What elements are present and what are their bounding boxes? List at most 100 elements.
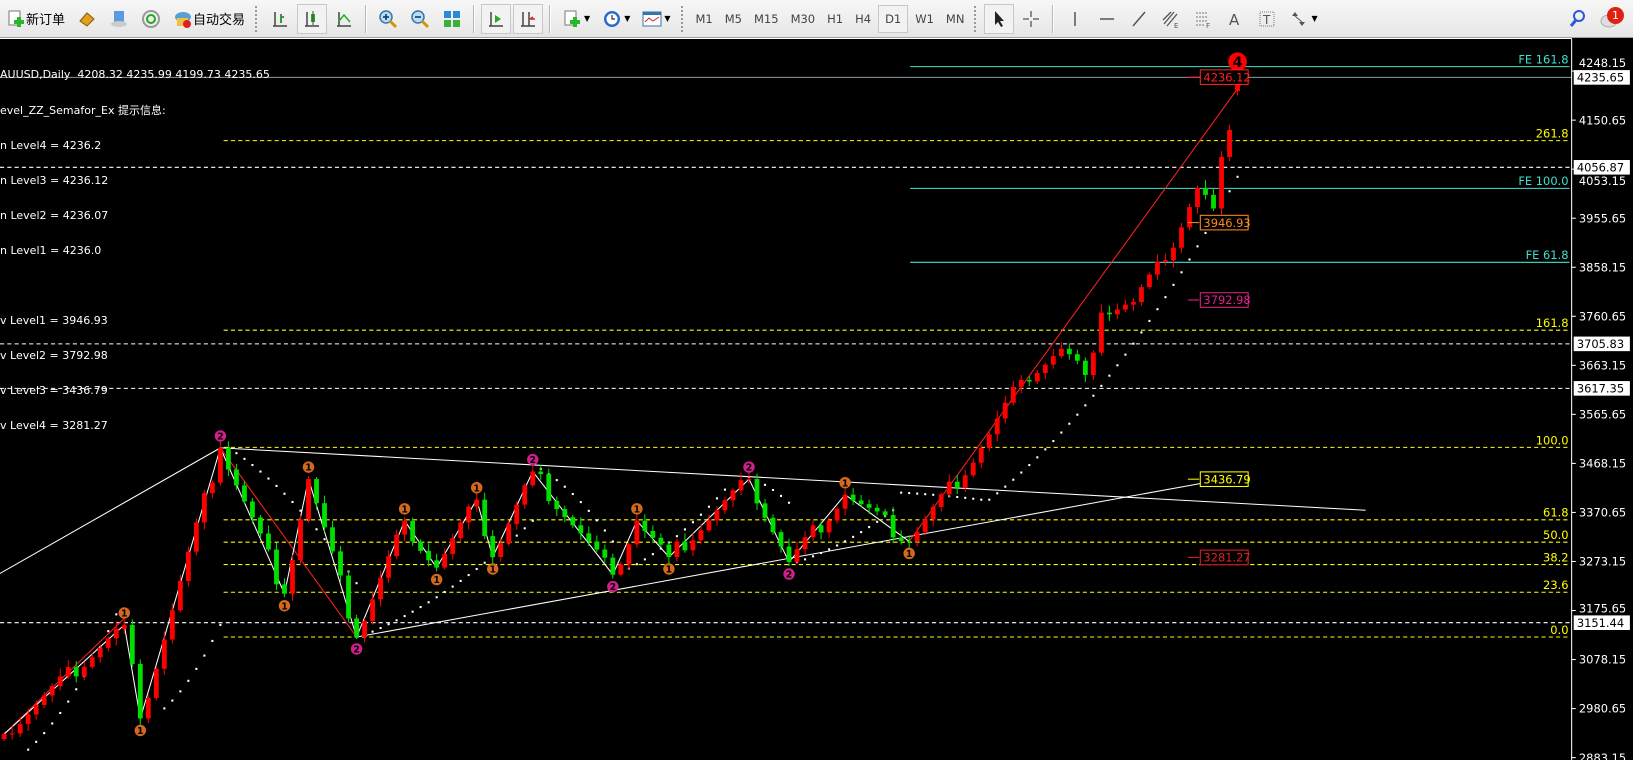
market-watch-button[interactable] — [72, 4, 102, 34]
line-chart-button[interactable] — [329, 4, 359, 34]
candle-body — [874, 507, 880, 512]
timeframe-mn[interactable]: MN — [945, 11, 965, 26]
cursor-button[interactable] — [984, 3, 1015, 34]
zoom-in-button[interactable] — [373, 4, 403, 34]
candle-body — [258, 517, 263, 534]
sar-dot — [1132, 342, 1135, 345]
price-axis[interactable]: 4248.15 4150.65 4053.15 3955.65 3858.15 3760.… — [1571, 38, 1630, 760]
sar-dot — [1004, 485, 1007, 488]
crosshair-button[interactable] — [1016, 4, 1046, 34]
sar-dot — [900, 491, 903, 494]
sar-dot — [523, 527, 526, 530]
zigzag-segment — [3, 624, 125, 735]
zoom-out-button[interactable] — [405, 4, 435, 34]
sar-dot — [187, 679, 190, 682]
auto-trading-label: 自动交易 — [193, 13, 246, 28]
candle-body — [169, 610, 175, 640]
timeframe-h1[interactable]: H1 — [827, 11, 844, 26]
notifications-button[interactable]: 1 — [1595, 4, 1625, 34]
zigzag-segment — [123, 624, 141, 719]
zoom-out-icon — [410, 9, 430, 29]
candle-body — [634, 520, 640, 545]
auto-trading-icon — [173, 9, 193, 29]
bar-chart-button[interactable] — [265, 4, 295, 34]
data-window-button[interactable] — [104, 4, 134, 34]
sar-dot — [75, 688, 78, 691]
chart-info-overlay: AUUSD,Daily 4208.32 4235.99 4199.73 4235… — [0, 46, 270, 444]
semafor-number: 2 — [746, 463, 753, 474]
sar-dot — [251, 463, 254, 467]
timeframe-m1[interactable]: M1 — [695, 11, 713, 26]
candle-body — [274, 549, 279, 585]
horizontal-line-button[interactable] — [1092, 4, 1122, 34]
fibonacci-button[interactable]: F — [1188, 4, 1218, 34]
bar-chart-icon — [270, 9, 290, 29]
sar-dot — [651, 553, 654, 556]
candle-body — [1010, 386, 1016, 403]
candle-body — [722, 500, 728, 511]
periods-button[interactable]: ▼ — [597, 4, 635, 34]
level-label-box — [1199, 214, 1249, 231]
sar-dot — [1196, 245, 1199, 248]
equidistant-channel-button[interactable]: E — [1156, 4, 1186, 34]
sar-dot — [876, 520, 879, 523]
candlestick-button[interactable] — [297, 3, 328, 34]
sar-dot — [67, 700, 70, 703]
indicators-button[interactable]: ▼ — [557, 4, 595, 34]
templates-button[interactable]: ▼ — [637, 4, 675, 34]
level-label-text: 3792.98 — [1203, 293, 1250, 307]
sar-dot — [179, 690, 182, 693]
fib-expansion-label: FE 100.0 — [1518, 174, 1568, 188]
sar-dot — [996, 492, 999, 495]
auto-trading-button[interactable]: 自动交易 — [168, 4, 250, 34]
candle-body — [962, 475, 968, 488]
timeframe-h4[interactable]: H4 — [855, 11, 872, 26]
candle-body — [105, 638, 111, 648]
level-label-box — [1199, 549, 1249, 566]
tile-windows-button[interactable] — [437, 4, 467, 34]
price-axis-label: 2883.15 — [1579, 751, 1626, 760]
sar-dot — [988, 498, 991, 501]
timeframe-m5[interactable]: M5 — [724, 11, 742, 26]
candle-body — [522, 485, 528, 505]
chart-shift-button[interactable] — [513, 3, 544, 34]
trendline-button[interactable] — [1124, 4, 1154, 34]
semafor-marker — [470, 481, 483, 494]
text-label-button[interactable]: T — [1252, 4, 1282, 34]
zigzag-segment — [844, 494, 910, 542]
sar-dot — [788, 501, 791, 504]
sar-dot — [59, 711, 62, 715]
candle-body — [201, 493, 207, 523]
candle-body — [1147, 274, 1152, 288]
candle-body — [778, 532, 784, 547]
timeframe-m15[interactable]: M15 — [754, 11, 779, 26]
timeframe-d1[interactable]: D1 — [878, 4, 909, 33]
timeframe-m30[interactable]: M30 — [790, 11, 816, 26]
auto-scroll-button[interactable] — [481, 3, 512, 34]
candle-body — [346, 575, 351, 619]
candle-body — [562, 509, 568, 518]
candle-body — [322, 503, 327, 528]
sar-dot — [515, 534, 518, 537]
candle-body — [906, 541, 912, 543]
new-order-button[interactable]: 新订单 — [1, 4, 70, 34]
arrows-button[interactable]: ▼ — [1284, 4, 1322, 34]
sar-dot — [723, 488, 727, 491]
semafor-number: 1 — [666, 565, 673, 576]
semafor-number: 2 — [786, 570, 793, 581]
timeframe-w1[interactable]: W1 — [915, 11, 934, 26]
sar-dot — [451, 585, 454, 588]
down-level-1: v Level1 = 3946.93 — [0, 314, 108, 328]
vertical-line-button[interactable] — [1060, 4, 1090, 34]
candle-body — [1, 734, 7, 740]
search-button[interactable] — [1563, 4, 1593, 34]
signals-button[interactable] — [136, 4, 166, 34]
candle-body — [978, 447, 984, 463]
text-button[interactable]: A — [1220, 4, 1250, 34]
sar-dot — [1108, 374, 1111, 377]
candle-body — [1131, 302, 1136, 305]
sar-dot — [291, 500, 294, 504]
candle-body — [1026, 379, 1032, 382]
candle-body — [290, 559, 295, 594]
